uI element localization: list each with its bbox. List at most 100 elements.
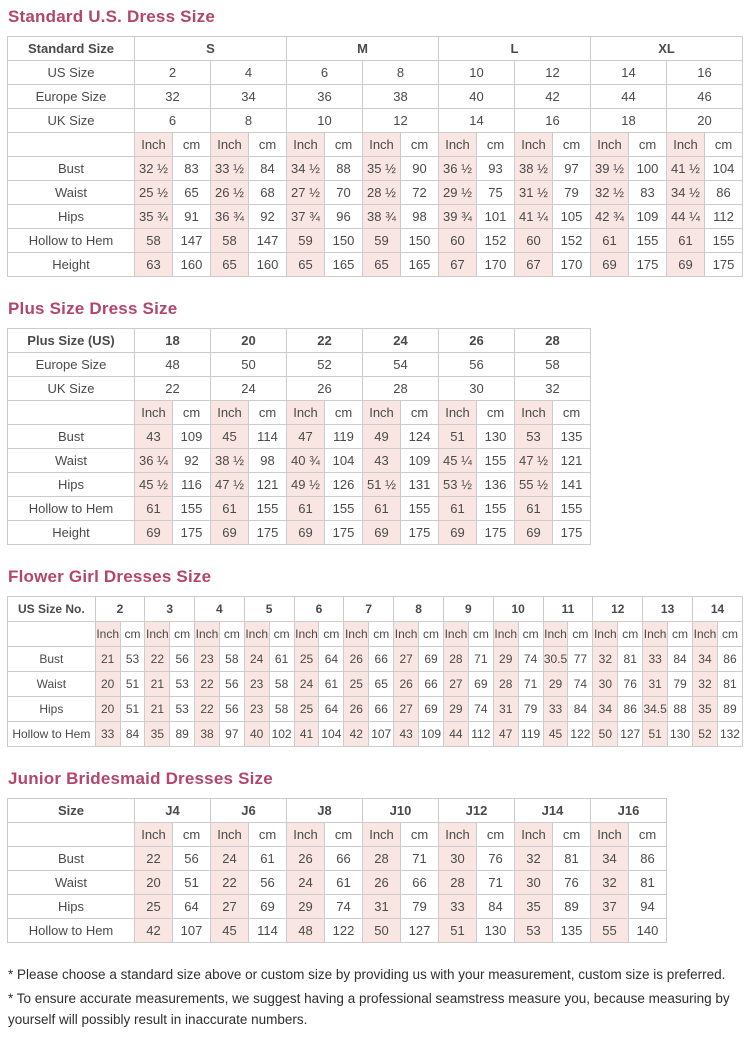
inch-value-cell: 34 (592, 696, 619, 722)
cm-value-cell: 66 (400, 870, 439, 895)
unit-inch-cell: Inch (343, 621, 370, 647)
inch-value-cell: 50 (592, 721, 619, 747)
unit-inch-cell: Inch (542, 621, 569, 647)
inch-value-cell: 27 (210, 894, 249, 919)
size-header-cell: J8 (286, 798, 363, 823)
size-header-cell: 32 (514, 376, 591, 401)
cm-value-cell: 84 (476, 894, 515, 919)
inch-value-cell: 53 ½ (438, 472, 477, 497)
size-header-cell: J4 (134, 798, 211, 823)
cm-value-cell: 97 (218, 721, 245, 747)
measure-row: Hollow to Hem 33 84 35 89 38 97 40 102 41 104 42 107… (7, 721, 744, 747)
row-label: Standard Size (7, 36, 135, 61)
inch-value-cell: 58 (134, 228, 173, 253)
cm-value-cell: 119 (517, 721, 544, 747)
row-label: UK Size (7, 376, 135, 401)
cm-value-cell: 65 (368, 671, 395, 697)
measure-row: Waist 20 51 22 56 24 61 26 66 28 71 30 76 32 81 (7, 870, 667, 895)
inch-value-cell: 26 (362, 870, 401, 895)
size-header-cell: 42 (514, 84, 591, 109)
unit-cm-cell: cm (248, 822, 287, 847)
unit-inch-cell: Inch (144, 621, 171, 647)
inch-value-cell: 69 (590, 252, 629, 277)
cm-value-cell: 84 (119, 721, 146, 747)
unit-cm-cell: cm (324, 822, 363, 847)
unit-cm-cell: cm (400, 400, 439, 425)
inch-value-cell: 44 ¼ (666, 204, 705, 229)
inch-value-cell: 69 (514, 520, 553, 545)
unit-inch-cell: Inch (194, 621, 220, 647)
row-label: Plus Size (US) (7, 328, 135, 353)
unit-row: Inch cm Inch cm Inch cm Inch cm Inch cm Inch cm (7, 400, 591, 425)
unit-row: Inch cm Inch cm Inch cm Inch cm Inch cm Inch cm Inch… (7, 822, 667, 847)
size-header-cell: 38 (362, 84, 439, 109)
size-header-cell: J16 (590, 798, 667, 823)
size-header-cell: 24 (210, 376, 287, 401)
size-header-cell: S (134, 36, 287, 61)
standard-us-table-container: Standard Size S M L XL US Size 2 4 6 8 10 12 14 16 Eur… (7, 36, 743, 277)
unit-cm-cell: cm (617, 621, 644, 647)
inch-value-cell: 20 (94, 671, 121, 697)
cm-value-cell: 92 (172, 448, 211, 473)
inch-value-cell: 45 ¼ (438, 448, 477, 473)
cm-value-cell: 160 (248, 252, 287, 277)
inch-value-cell: 49 (362, 424, 401, 449)
unit-inch-cell: Inch (442, 621, 469, 647)
inch-value-cell: 61 (438, 496, 477, 521)
cm-value-cell: 147 (248, 228, 287, 253)
size-header-cell: 13 (642, 596, 693, 622)
unit-cm-cell: cm (552, 132, 591, 157)
cm-value-cell: 66 (368, 696, 395, 722)
inch-value-cell: 65 (210, 252, 249, 277)
cm-value-cell: 112 (467, 721, 494, 747)
cm-value-cell: 58 (268, 671, 295, 697)
inch-value-cell: 24 (243, 646, 270, 672)
cm-value-cell: 155 (704, 228, 743, 253)
inch-value-cell: 33 (542, 696, 569, 722)
cm-value-cell: 61 (318, 671, 345, 697)
measure-row: Hips 20 51 21 53 22 56 23 58 25 64 26 66 27 69 29 74 31 79… (7, 696, 744, 722)
cm-value-cell: 64 (318, 646, 345, 672)
size-header-cell: 12 (592, 596, 644, 622)
inch-value-cell: 59 (286, 228, 325, 253)
cm-value-cell: 56 (218, 696, 245, 722)
cm-value-cell: 64 (318, 696, 345, 722)
inch-value-cell: 27 (442, 671, 469, 697)
cm-value-cell: 155 (324, 496, 363, 521)
unit-cm-cell: cm (667, 621, 693, 647)
unit-inch-cell: Inch (286, 132, 325, 157)
unit-cm-cell: cm (476, 132, 515, 157)
cm-value-cell: 155 (476, 448, 515, 473)
unit-inch-cell: Inch (362, 400, 401, 425)
unit-inch-cell: Inch (691, 621, 718, 647)
inch-value-cell: 25 (293, 646, 320, 672)
size-header-cell: 30 (438, 376, 515, 401)
cm-value-cell: 86 (628, 846, 667, 871)
inch-value-cell: 26 (393, 671, 420, 697)
size-header-cell: 22 (286, 328, 363, 353)
inch-value-cell: 48 (286, 918, 325, 943)
size-header-cell: XL (590, 36, 743, 61)
unit-inch-cell: Inch (243, 621, 270, 647)
unit-inch-cell: Inch (210, 822, 249, 847)
inch-value-cell: 39 ½ (590, 156, 629, 181)
inch-value-cell: 23 (243, 671, 270, 697)
size-header-cell: 44 (590, 84, 667, 109)
inch-value-cell: 33 (94, 721, 121, 747)
inch-value-cell: 34 ½ (666, 180, 705, 205)
unit-inch-cell: Inch (642, 621, 669, 647)
inch-value-cell: 60 (438, 228, 477, 253)
unit-cm-cell: cm (172, 400, 211, 425)
inch-value-cell: 43 (134, 424, 173, 449)
measure-row: Hollow to Hem 61 155 61 155 61 155 61 155 61 155 61… (7, 496, 591, 521)
cm-value-cell: 77 (567, 646, 594, 672)
unit-row: Inch cm Inch cm Inch cm Inch cm Inch cm Inch cm Inch… (7, 621, 744, 647)
inch-value-cell: 35 (514, 894, 553, 919)
size-header-cell: 12 (514, 60, 591, 85)
unit-inch-cell: Inch (514, 400, 553, 425)
inch-value-cell: 61 (210, 496, 249, 521)
measure-row: Hips 25 64 27 69 29 74 31 79 33 84 35 89 37 94 (7, 894, 667, 919)
size-header-cell: 14 (438, 108, 515, 133)
inch-value-cell: 67 (438, 252, 477, 277)
unit-inch-cell: Inch (492, 621, 519, 647)
